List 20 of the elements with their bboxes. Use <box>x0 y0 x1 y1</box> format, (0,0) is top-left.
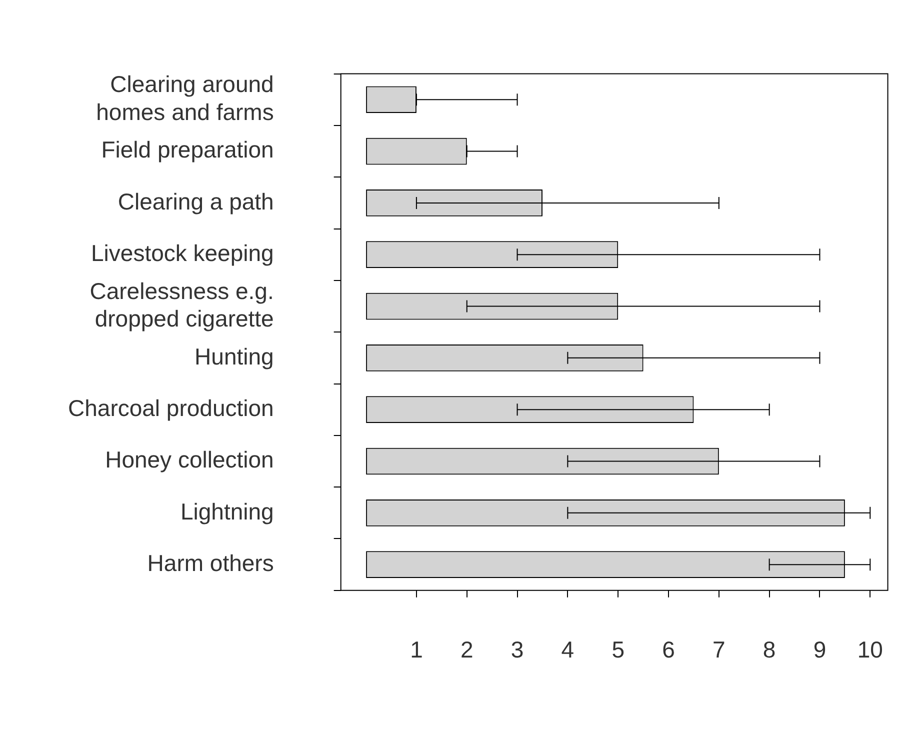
y-tick-label: Harm others <box>147 550 274 576</box>
y-tick-label: Clearing around homes and farms <box>96 71 274 125</box>
y-tick-label: Clearing a path <box>118 188 274 214</box>
x-tick-label: 2 <box>460 636 474 663</box>
x-tick-label: 7 <box>712 636 726 663</box>
x-tick-label: 9 <box>813 636 826 663</box>
x-tick-label: 10 <box>857 636 883 663</box>
x-tick-label: 6 <box>662 636 675 663</box>
y-tick-label: Honey collection <box>105 446 274 473</box>
y-tick-label: Hunting <box>194 343 274 370</box>
y-tick-label: Carelessness e.g. dropped cigarette <box>90 278 274 332</box>
x-tick-label: 8 <box>762 636 776 663</box>
x-tick-label: 4 <box>561 636 574 663</box>
y-tick-label: Charcoal production <box>68 394 274 421</box>
y-tick-label: Field preparation <box>101 136 274 163</box>
x-tick-label: 1 <box>410 636 423 663</box>
x-tick-label: 5 <box>612 636 624 663</box>
y-tick-label: Lightning <box>180 498 274 524</box>
y-tick-label: Livestock keeping <box>91 240 274 266</box>
x-tick-label: 3 <box>510 636 524 663</box>
